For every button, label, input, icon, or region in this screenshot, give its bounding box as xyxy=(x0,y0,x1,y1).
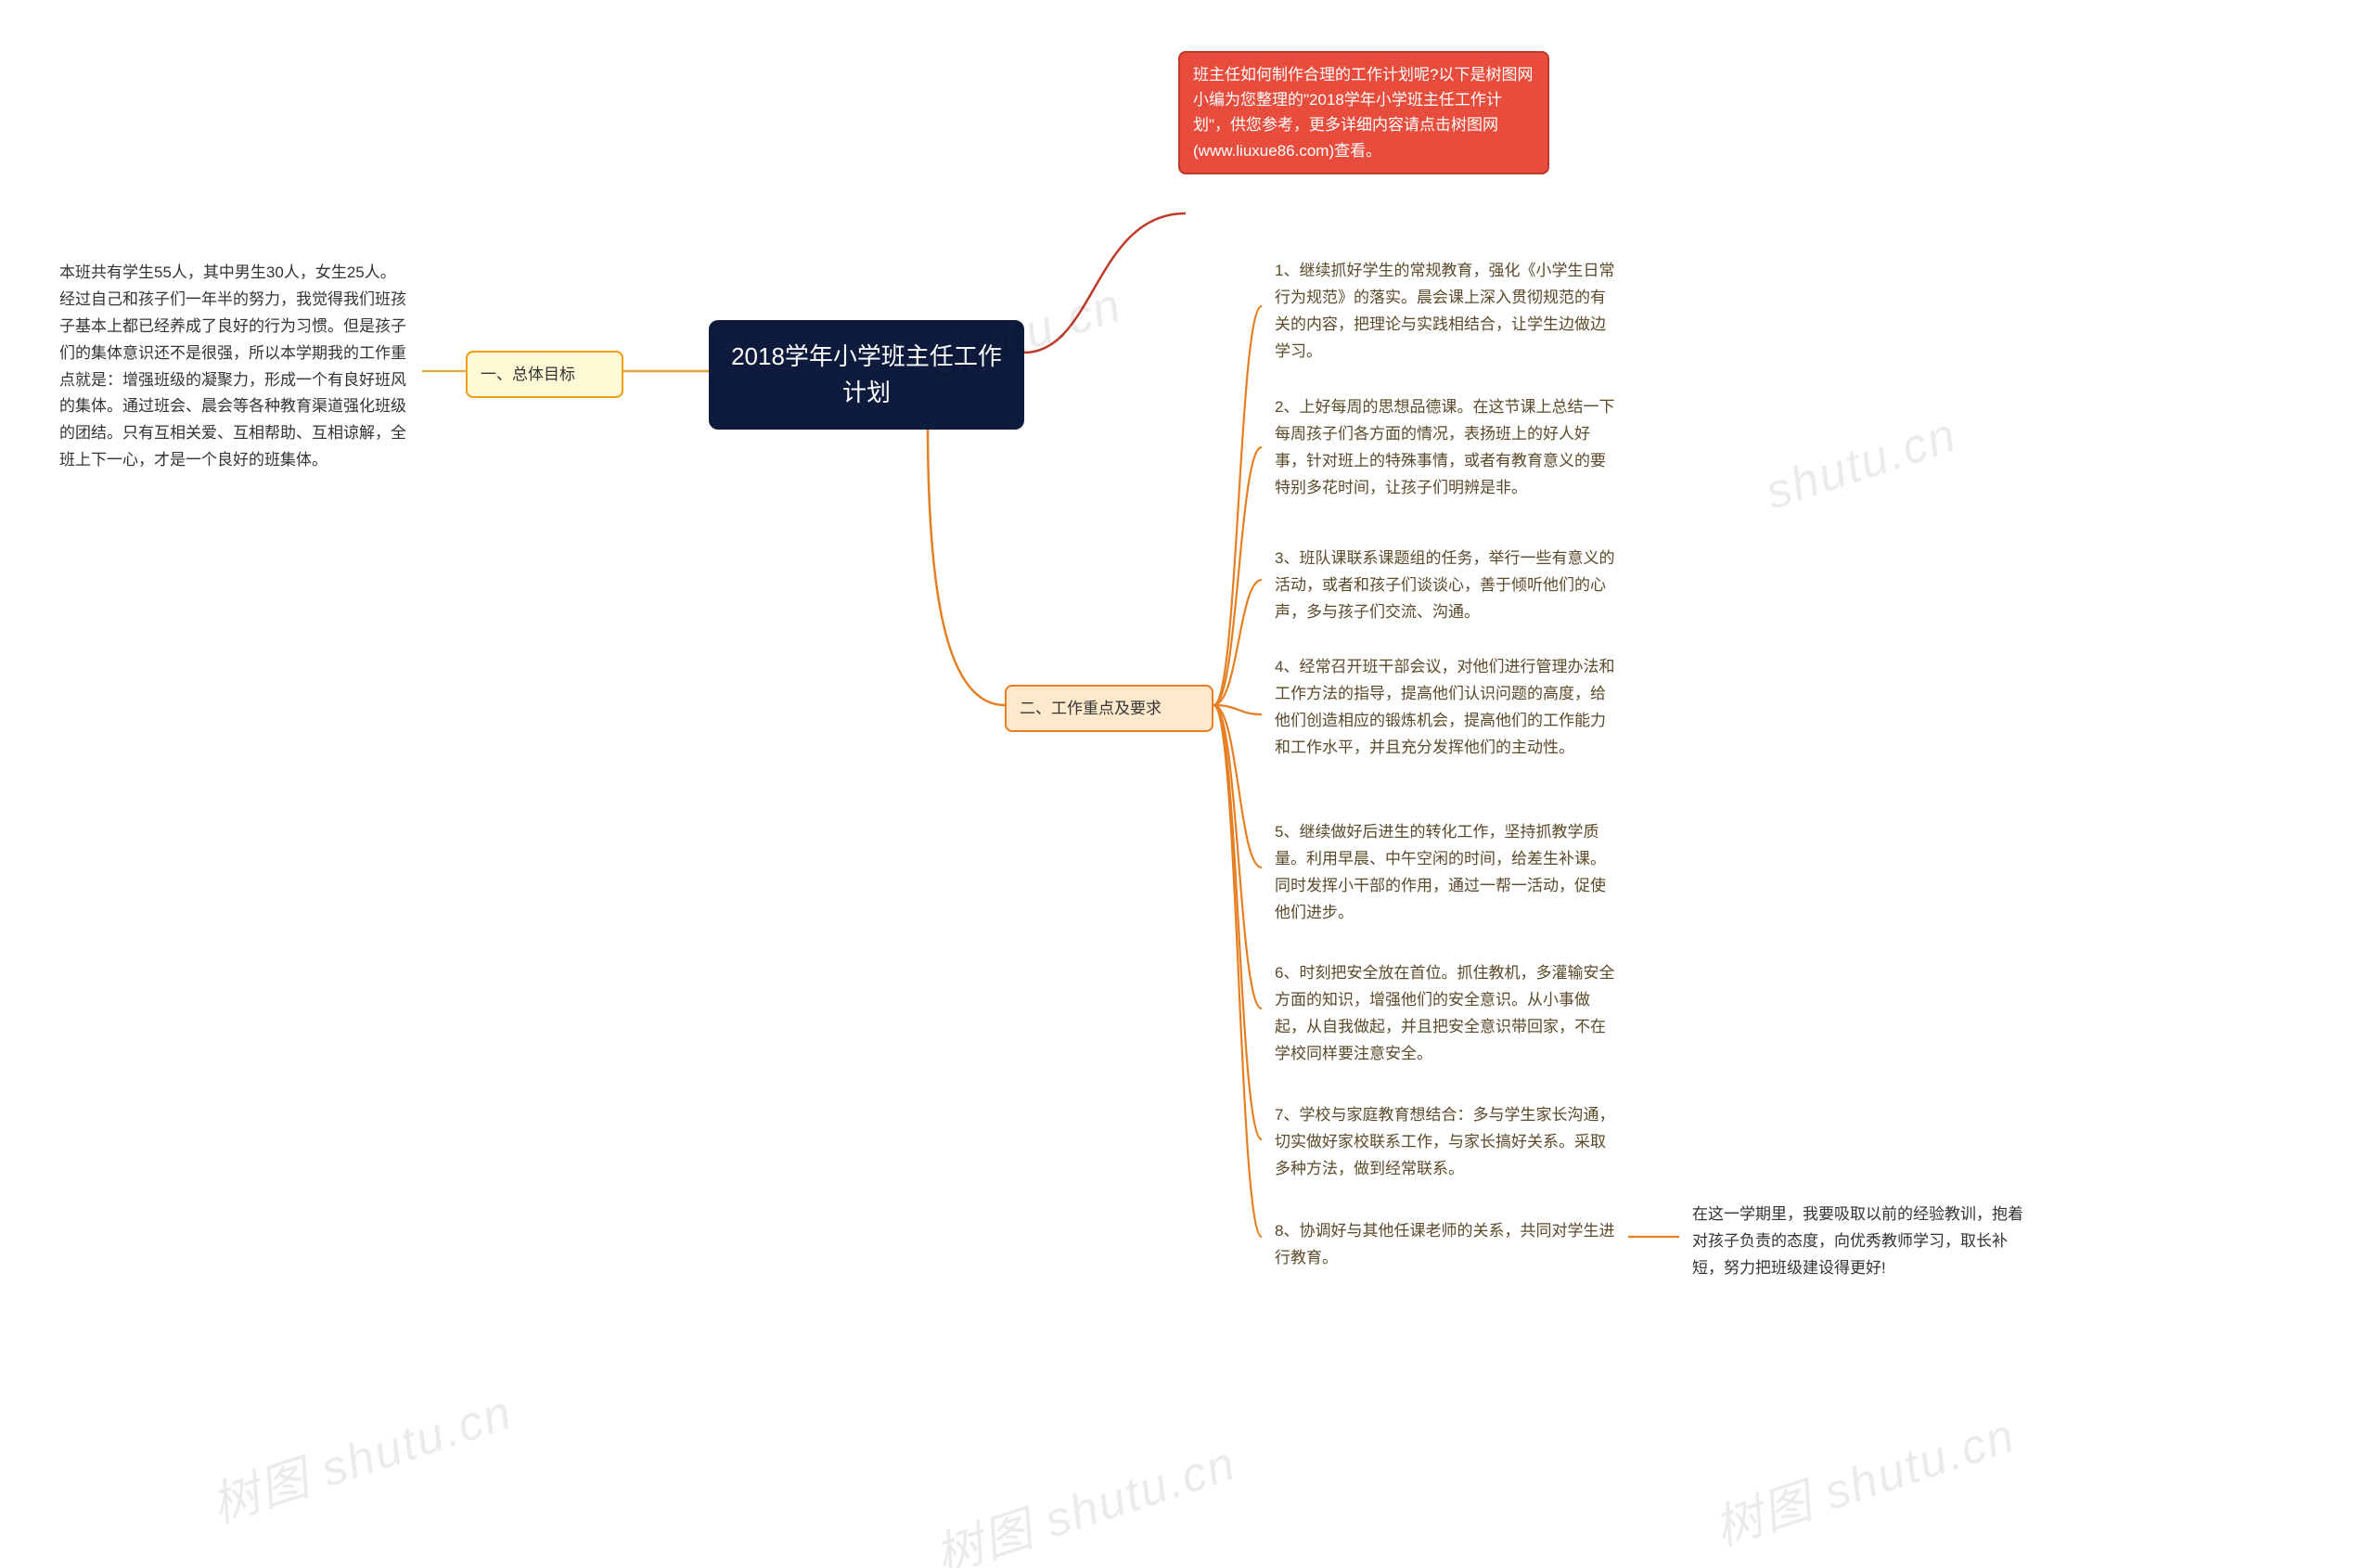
edge xyxy=(1213,306,1262,705)
work-item: 8、协调好与其他任课老师的关系，共同对学生进行教育。 xyxy=(1262,1209,1628,1281)
goal-description: 本班共有学生55人，其中男生30人，女生25人。经过自己和孩子们一年半的努力，我… xyxy=(46,251,422,483)
work-item: 1、继续抓好学生的常规教育，强化《小学生日常行为规范》的落实。晨会课上深入贯彻规… xyxy=(1262,249,1628,375)
edge xyxy=(1213,705,1262,714)
edge xyxy=(1213,705,1262,1009)
work-item: 3、班队课联系课题组的任务，举行一些有意义的活动，或者和孩子们谈谈心，善于倾听他… xyxy=(1262,536,1628,636)
edge xyxy=(928,422,1005,705)
branch-work: 二、工作重点及要求 xyxy=(1005,685,1213,732)
edge xyxy=(1213,705,1262,1139)
work-item: 7、学校与家庭教育想结合：多与学生家长沟通，切实做好家校联系工作，与家长搞好关系… xyxy=(1262,1093,1628,1192)
root-node: 2018学年小学班主任工作计划 xyxy=(709,320,1024,430)
work-item: 2、上好每周的思想品德课。在这节课上总结一下每周孩子们各方面的情况，表扬班上的好… xyxy=(1262,385,1628,511)
work-item: 6、时刻把安全放在首位。抓住教机，多灌输安全方面的知识，增强他们的安全意识。从小… xyxy=(1262,951,1628,1077)
edge-layer xyxy=(0,0,2375,1568)
branch-goal: 一、总体目标 xyxy=(466,351,623,398)
edge xyxy=(1213,580,1262,705)
watermark: 树图 shutu.cn xyxy=(201,1373,520,1536)
work-item: 5、继续做好后进生的转化工作，坚持抓教学质量。利用早晨、中午空闲的时间，给差生补… xyxy=(1262,810,1628,936)
watermark: shutu.cn xyxy=(1759,407,1964,521)
edge xyxy=(1213,447,1262,705)
edge xyxy=(1024,213,1186,353)
work-item: 4、经常召开班干部会议，对他们进行管理办法和工作方法的指导，提高他们认识问题的高… xyxy=(1262,645,1628,771)
watermark: 树图 shutu.cn xyxy=(925,1424,1244,1568)
edge xyxy=(1213,705,1262,1237)
watermark: 树图 shutu.cn xyxy=(1704,1396,2023,1559)
intro-note: 班主任如何制作合理的工作计划呢?以下是树图网小编为您整理的"2018学年小学班主… xyxy=(1178,51,1549,174)
edge xyxy=(1213,705,1262,868)
work-tail: 在这一学期里，我要吸取以前的经验教训，抱着对孩子负责的态度，向优秀教师学习，取长… xyxy=(1679,1192,2046,1292)
